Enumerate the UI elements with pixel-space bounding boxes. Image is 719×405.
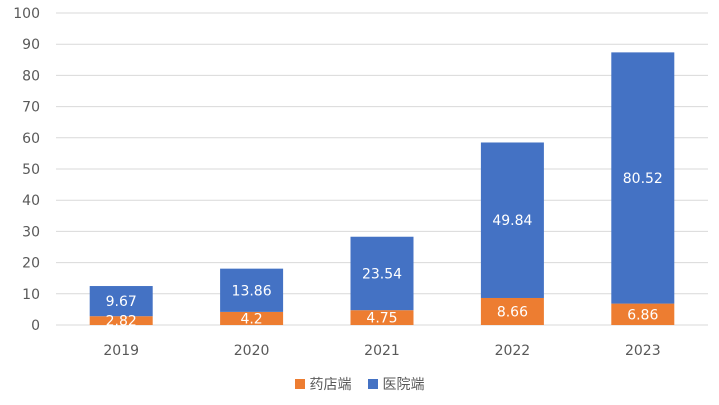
y-tick-label: 10 — [22, 287, 40, 303]
data-label-hospital-2023: 80.52 — [623, 171, 663, 187]
y-tick-label: 40 — [22, 193, 40, 209]
x-tick-label: 2020 — [234, 343, 270, 359]
y-tick-label: 50 — [22, 162, 40, 178]
x-tick-label: 2022 — [495, 343, 531, 359]
bar-hospital-2021[interactable] — [350, 236, 414, 311]
data-label-hospital-2019: 9.67 — [106, 294, 137, 310]
legend-label-hospital: 医院端 — [382, 377, 425, 393]
y-axis-ticks: 0 10 20 30 40 50 60 70 80 90 100 — [13, 6, 40, 334]
bar-hospital-2020[interactable] — [220, 268, 284, 312]
data-label-hospital-2020: 13.86 — [232, 283, 272, 299]
data-label-hospital-2022: 49.84 — [492, 213, 532, 229]
legend-swatch-pharmacy — [294, 379, 305, 389]
legend-item-hospital[interactable]: 医院端 — [367, 374, 425, 394]
bar-pharmacy-2023[interactable] — [611, 303, 675, 325]
legend-swatch-hospital — [367, 379, 378, 389]
y-tick-label: 70 — [22, 100, 40, 116]
bar-hospital-2022[interactable] — [480, 142, 544, 298]
y-tick-label: 80 — [22, 68, 40, 84]
bars — [89, 52, 675, 325]
data-label-pharmacy-2023: 6.86 — [627, 307, 658, 323]
data-label-pharmacy-2021: 4.75 — [366, 311, 397, 327]
data-label-pharmacy-2022: 8.66 — [497, 304, 528, 320]
data-label-pharmacy-2020: 4.2 — [240, 311, 262, 327]
bar-pharmacy-2021[interactable] — [350, 310, 414, 325]
x-tick-label: 2019 — [103, 343, 139, 359]
bar-hospital-2019[interactable] — [89, 286, 153, 317]
y-tick-label: 60 — [22, 131, 40, 147]
data-labels: 2.82 9.67 4.2 13.86 4.75 23.54 8.66 49.84 6.86 80… — [106, 171, 663, 330]
gridlines — [56, 12, 708, 326]
y-tick-label: 20 — [22, 256, 40, 272]
bar-pharmacy-2022[interactable] — [480, 297, 544, 325]
bar-pharmacy-2020[interactable] — [220, 311, 284, 325]
bar-hospital-2023[interactable] — [611, 52, 675, 304]
x-axis-ticks: 2019 2020 2021 2022 2023 — [103, 343, 660, 359]
x-tick-label: 2023 — [625, 343, 661, 359]
bar-pharmacy-2019[interactable] — [89, 316, 153, 325]
y-tick-label: 0 — [31, 318, 40, 334]
x-tick-label: 2021 — [364, 343, 400, 359]
y-tick-label: 90 — [22, 37, 40, 53]
y-tick-label: 100 — [13, 6, 40, 22]
chart-legend: 药店端 医院端 — [0, 374, 719, 394]
y-tick-label: 30 — [22, 224, 40, 240]
data-label-pharmacy-2019: 2.82 — [106, 314, 137, 330]
data-label-hospital-2021: 23.54 — [362, 266, 402, 282]
legend-item-pharmacy[interactable]: 药店端 — [294, 374, 352, 394]
legend-label-pharmacy: 药店端 — [309, 377, 352, 393]
